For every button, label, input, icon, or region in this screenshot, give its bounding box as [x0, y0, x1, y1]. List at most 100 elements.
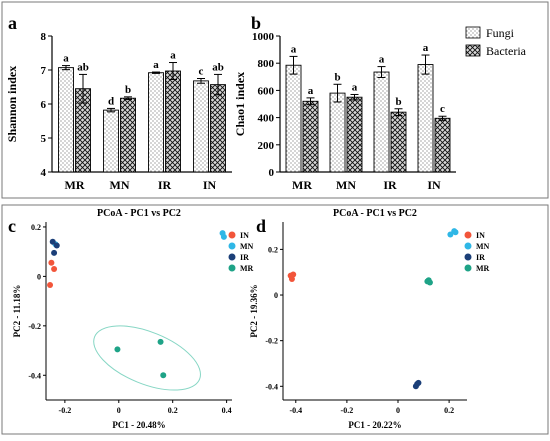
significance-letter: d	[108, 95, 114, 107]
point-mn	[452, 229, 459, 236]
legend-label-in: IN	[476, 231, 485, 240]
y-tick-label: 0	[37, 272, 41, 281]
significance-letter: a	[352, 81, 358, 93]
bar-bacteria	[120, 97, 136, 173]
legend-dot-mn	[464, 242, 472, 250]
x-tick-label: -0.2	[59, 406, 72, 415]
legend-dot-mn	[228, 242, 236, 250]
y-tick-label: 800	[258, 58, 275, 70]
x-tick-label: IR	[158, 178, 172, 192]
point-in	[47, 282, 54, 289]
legend-dot-in	[464, 231, 472, 239]
point-in	[290, 271, 297, 278]
bar-fungi	[193, 80, 209, 173]
x-axis-title: PC1 - 20.48%	[112, 420, 165, 430]
legend-dot-mr	[228, 264, 236, 272]
y-tick-label: -0.4	[265, 382, 278, 391]
legend-dot-in	[228, 231, 236, 239]
x-tick-label: MR	[292, 178, 312, 192]
significance-letter: b	[395, 96, 401, 108]
significance-letter: c	[440, 103, 445, 115]
point-mn	[220, 233, 227, 240]
bar-fungi	[285, 64, 302, 173]
x-tick-label: -0.4	[289, 406, 302, 415]
significance-letter: a	[153, 59, 159, 71]
y-tick-label: 6	[41, 99, 47, 111]
legend-dot-ir	[228, 253, 236, 261]
legend-label-mr: MR	[240, 264, 254, 273]
y-tick-label: 7	[41, 65, 47, 77]
significance-letter: a	[63, 53, 69, 65]
significance-letter: ab	[212, 61, 224, 73]
x-tick-label: IR	[383, 178, 397, 192]
bar-fungi	[329, 92, 346, 173]
bar-bacteria	[165, 70, 181, 173]
bar-fungi	[373, 71, 390, 173]
x-tick-label: 0	[396, 406, 400, 415]
x-axis-title: PC1 - 20.22%	[348, 420, 401, 430]
legend-label-ir: IR	[476, 253, 485, 262]
pcoa-chart-c: PCoA - PC1 vs PC2 -0.2 0 0.2 0.4 -0.4 -0.2 0 0.2…	[12, 208, 254, 430]
significance-letter: a	[423, 42, 429, 54]
y-tick-label: -0.4	[28, 371, 41, 380]
bar-legend: Fungi Bacteria	[465, 26, 527, 58]
plot-title: PCoA - PC1 vs PC2	[333, 208, 417, 219]
x-tick-label: 0.2	[444, 406, 454, 415]
point-in	[51, 265, 58, 272]
point-ir	[415, 379, 422, 386]
bar-bacteria	[390, 111, 407, 173]
x-tick-label: MR	[65, 178, 85, 192]
legend-label-in: IN	[240, 231, 249, 240]
x-tick-label: IN	[427, 178, 441, 192]
bar-bacteria	[434, 117, 451, 173]
y-tick-label: 0	[269, 167, 275, 179]
point-mr	[425, 277, 432, 284]
y-axis-title: Shannon index	[5, 66, 19, 142]
legend-label-mr: MR	[476, 264, 490, 273]
point-mr	[157, 338, 164, 345]
y-axis-title: PC2 - 19.36%	[249, 284, 259, 337]
panel-letter-a: a	[8, 13, 17, 33]
point-in	[48, 259, 55, 266]
panel-letter-c: c	[8, 216, 16, 236]
bar-fungi	[417, 64, 434, 173]
legend-swatch-fungi	[465, 26, 481, 39]
legend-swatch-bacteria	[465, 44, 481, 57]
y-tick-label: 0	[274, 291, 278, 300]
significance-letter: a	[170, 50, 176, 62]
bar-fungi	[148, 72, 164, 173]
panel-letter-b: b	[251, 13, 261, 33]
significance-letter: c	[199, 66, 204, 78]
point-ir	[53, 242, 60, 249]
y-tick-label: 600	[258, 85, 275, 97]
x-tick-label: IN	[203, 178, 217, 192]
legend-label-ir: IR	[240, 253, 249, 262]
y-tick-label: 5	[41, 133, 47, 145]
point-mn	[447, 231, 454, 238]
point-mr	[114, 346, 121, 353]
significance-letter: b	[334, 71, 340, 83]
legend-label-mn: MN	[240, 242, 254, 251]
bar-bacteria	[302, 100, 319, 173]
point-ir	[51, 249, 58, 256]
y-tick-label: 200	[258, 140, 275, 152]
significance-letter: a	[379, 54, 385, 66]
x-tick-label: 0	[117, 406, 121, 415]
bar-bacteria	[346, 96, 363, 173]
point-ir	[49, 238, 56, 245]
y-tick-label: -0.2	[28, 322, 41, 331]
y-tick-label: 8	[41, 31, 47, 43]
point-mr	[160, 372, 167, 379]
x-tick-label: 0.4	[222, 406, 232, 415]
legend-dot-mr	[464, 264, 472, 272]
x-tick-label: -0.2	[341, 406, 354, 415]
y-tick-label: 0.2	[31, 223, 41, 232]
legend-label-mn: MN	[476, 242, 490, 251]
panel-letter-d: d	[256, 216, 266, 236]
significance-letter: a	[291, 43, 297, 55]
y-tick-label: 1000	[252, 31, 275, 43]
x-tick-label: MN	[336, 178, 356, 192]
y-axis-title: Chao1 index	[233, 72, 247, 136]
